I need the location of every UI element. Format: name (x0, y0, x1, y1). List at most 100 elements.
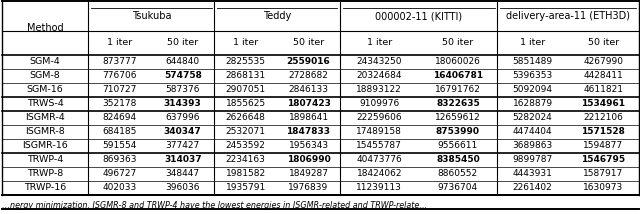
Text: 1849287: 1849287 (289, 169, 328, 178)
Text: …nergy minimization. ISGMR-8 and TRWP-4 have the lowest energies in ISGMR-relate: …nergy minimization. ISGMR-8 and TRWP-4 … (2, 201, 427, 210)
Text: 9109976: 9109976 (359, 99, 399, 108)
Text: 348447: 348447 (166, 169, 200, 178)
Text: 18424062: 18424062 (356, 169, 402, 178)
Text: 5396353: 5396353 (513, 71, 553, 80)
Text: 5282024: 5282024 (513, 113, 552, 122)
Text: 2261402: 2261402 (513, 183, 552, 192)
Text: 20324684: 20324684 (356, 71, 402, 80)
Text: 1534961: 1534961 (581, 99, 625, 108)
Text: 824694: 824694 (103, 113, 137, 122)
Text: 377427: 377427 (166, 141, 200, 150)
Text: 1 iter: 1 iter (520, 38, 545, 47)
Text: 776706: 776706 (102, 71, 137, 80)
Text: SGM-16: SGM-16 (27, 85, 63, 94)
Text: TRWS-4: TRWS-4 (27, 99, 63, 108)
Text: 50 iter: 50 iter (167, 38, 198, 47)
Text: 396036: 396036 (166, 183, 200, 192)
Text: 1628879: 1628879 (513, 99, 553, 108)
Text: 8860552: 8860552 (438, 169, 478, 178)
Text: 1571528: 1571528 (581, 127, 625, 136)
Text: 2907051: 2907051 (225, 85, 266, 94)
Text: 644840: 644840 (166, 57, 200, 66)
Text: 2453592: 2453592 (226, 141, 266, 150)
Text: 2825535: 2825535 (226, 57, 266, 66)
Text: 2212106: 2212106 (584, 113, 623, 122)
Text: Tsukuba: Tsukuba (132, 11, 171, 21)
Text: 402033: 402033 (103, 183, 137, 192)
Text: 000002‑11 (KITTI): 000002‑11 (KITTI) (375, 11, 462, 21)
Text: 1956343: 1956343 (289, 141, 328, 150)
Text: 340347: 340347 (164, 127, 202, 136)
Text: 2559016: 2559016 (287, 57, 330, 66)
Text: 2868131: 2868131 (225, 71, 266, 80)
Text: 684185: 684185 (102, 127, 137, 136)
Text: 4443931: 4443931 (513, 169, 552, 178)
Text: 12659612: 12659612 (435, 113, 481, 122)
Text: 1546795: 1546795 (581, 155, 625, 164)
Text: 352178: 352178 (102, 99, 137, 108)
Text: 2846133: 2846133 (289, 85, 328, 94)
Text: 9736704: 9736704 (438, 183, 478, 192)
Text: 24343250: 24343250 (356, 57, 402, 66)
Text: 873777: 873777 (102, 57, 137, 66)
Text: 1 iter: 1 iter (233, 38, 259, 47)
Text: SGM-4: SGM-4 (30, 57, 61, 66)
Text: 18060026: 18060026 (435, 57, 481, 66)
Text: 1855625: 1855625 (225, 99, 266, 108)
Text: 314037: 314037 (164, 155, 202, 164)
Text: 8322635: 8322635 (436, 99, 480, 108)
Text: 50 iter: 50 iter (293, 38, 324, 47)
Text: 574758: 574758 (164, 71, 202, 80)
Text: 587376: 587376 (166, 85, 200, 94)
Text: Method: Method (27, 23, 63, 33)
Text: 2234163: 2234163 (226, 155, 266, 164)
Text: Teddy: Teddy (263, 11, 291, 21)
Text: 710727: 710727 (102, 85, 137, 94)
Text: 16406781: 16406781 (433, 71, 483, 80)
Text: 50 iter: 50 iter (442, 38, 474, 47)
Text: 9899787: 9899787 (513, 155, 553, 164)
Text: 1 iter: 1 iter (367, 38, 392, 47)
Text: 40473776: 40473776 (356, 155, 402, 164)
Text: ISGMR-4: ISGMR-4 (26, 113, 65, 122)
Text: 5092094: 5092094 (513, 85, 552, 94)
Text: 50 iter: 50 iter (588, 38, 619, 47)
Text: 1847833: 1847833 (287, 127, 330, 136)
Text: 1594877: 1594877 (583, 141, 623, 150)
Text: SGM-8: SGM-8 (30, 71, 61, 80)
Text: ISGMR-16: ISGMR-16 (22, 141, 68, 150)
Text: 1981582: 1981582 (225, 169, 266, 178)
Text: 22259606: 22259606 (356, 113, 402, 122)
Text: 4267990: 4267990 (583, 57, 623, 66)
Text: 15455787: 15455787 (356, 141, 402, 150)
Text: 2532071: 2532071 (226, 127, 266, 136)
Text: 314393: 314393 (164, 99, 202, 108)
Text: 1587917: 1587917 (583, 169, 623, 178)
Text: 2626648: 2626648 (226, 113, 266, 122)
Text: 1807423: 1807423 (287, 99, 330, 108)
Text: 1806990: 1806990 (287, 155, 330, 164)
Text: TRWP-8: TRWP-8 (27, 169, 63, 178)
Text: 2728682: 2728682 (289, 71, 328, 80)
Text: 5851489: 5851489 (513, 57, 553, 66)
Text: 17489158: 17489158 (356, 127, 402, 136)
Text: 3689863: 3689863 (513, 141, 553, 150)
Text: 18893122: 18893122 (356, 85, 402, 94)
Text: 496727: 496727 (103, 169, 137, 178)
Text: 1898641: 1898641 (289, 113, 328, 122)
Text: 8385450: 8385450 (436, 155, 480, 164)
Text: 869363: 869363 (102, 155, 137, 164)
Text: TRWP-16: TRWP-16 (24, 183, 67, 192)
Text: 1976839: 1976839 (289, 183, 329, 192)
Text: 591554: 591554 (102, 141, 137, 150)
Text: 4611821: 4611821 (583, 85, 623, 94)
Text: 1630973: 1630973 (583, 183, 623, 192)
Text: 8753990: 8753990 (436, 127, 480, 136)
Text: 16791762: 16791762 (435, 85, 481, 94)
Text: 9556611: 9556611 (438, 141, 478, 150)
Text: 4428411: 4428411 (584, 71, 623, 80)
Text: 4474404: 4474404 (513, 127, 552, 136)
Text: TRWP-4: TRWP-4 (27, 155, 63, 164)
Text: 1935791: 1935791 (225, 183, 266, 192)
Text: 11239113: 11239113 (356, 183, 402, 192)
